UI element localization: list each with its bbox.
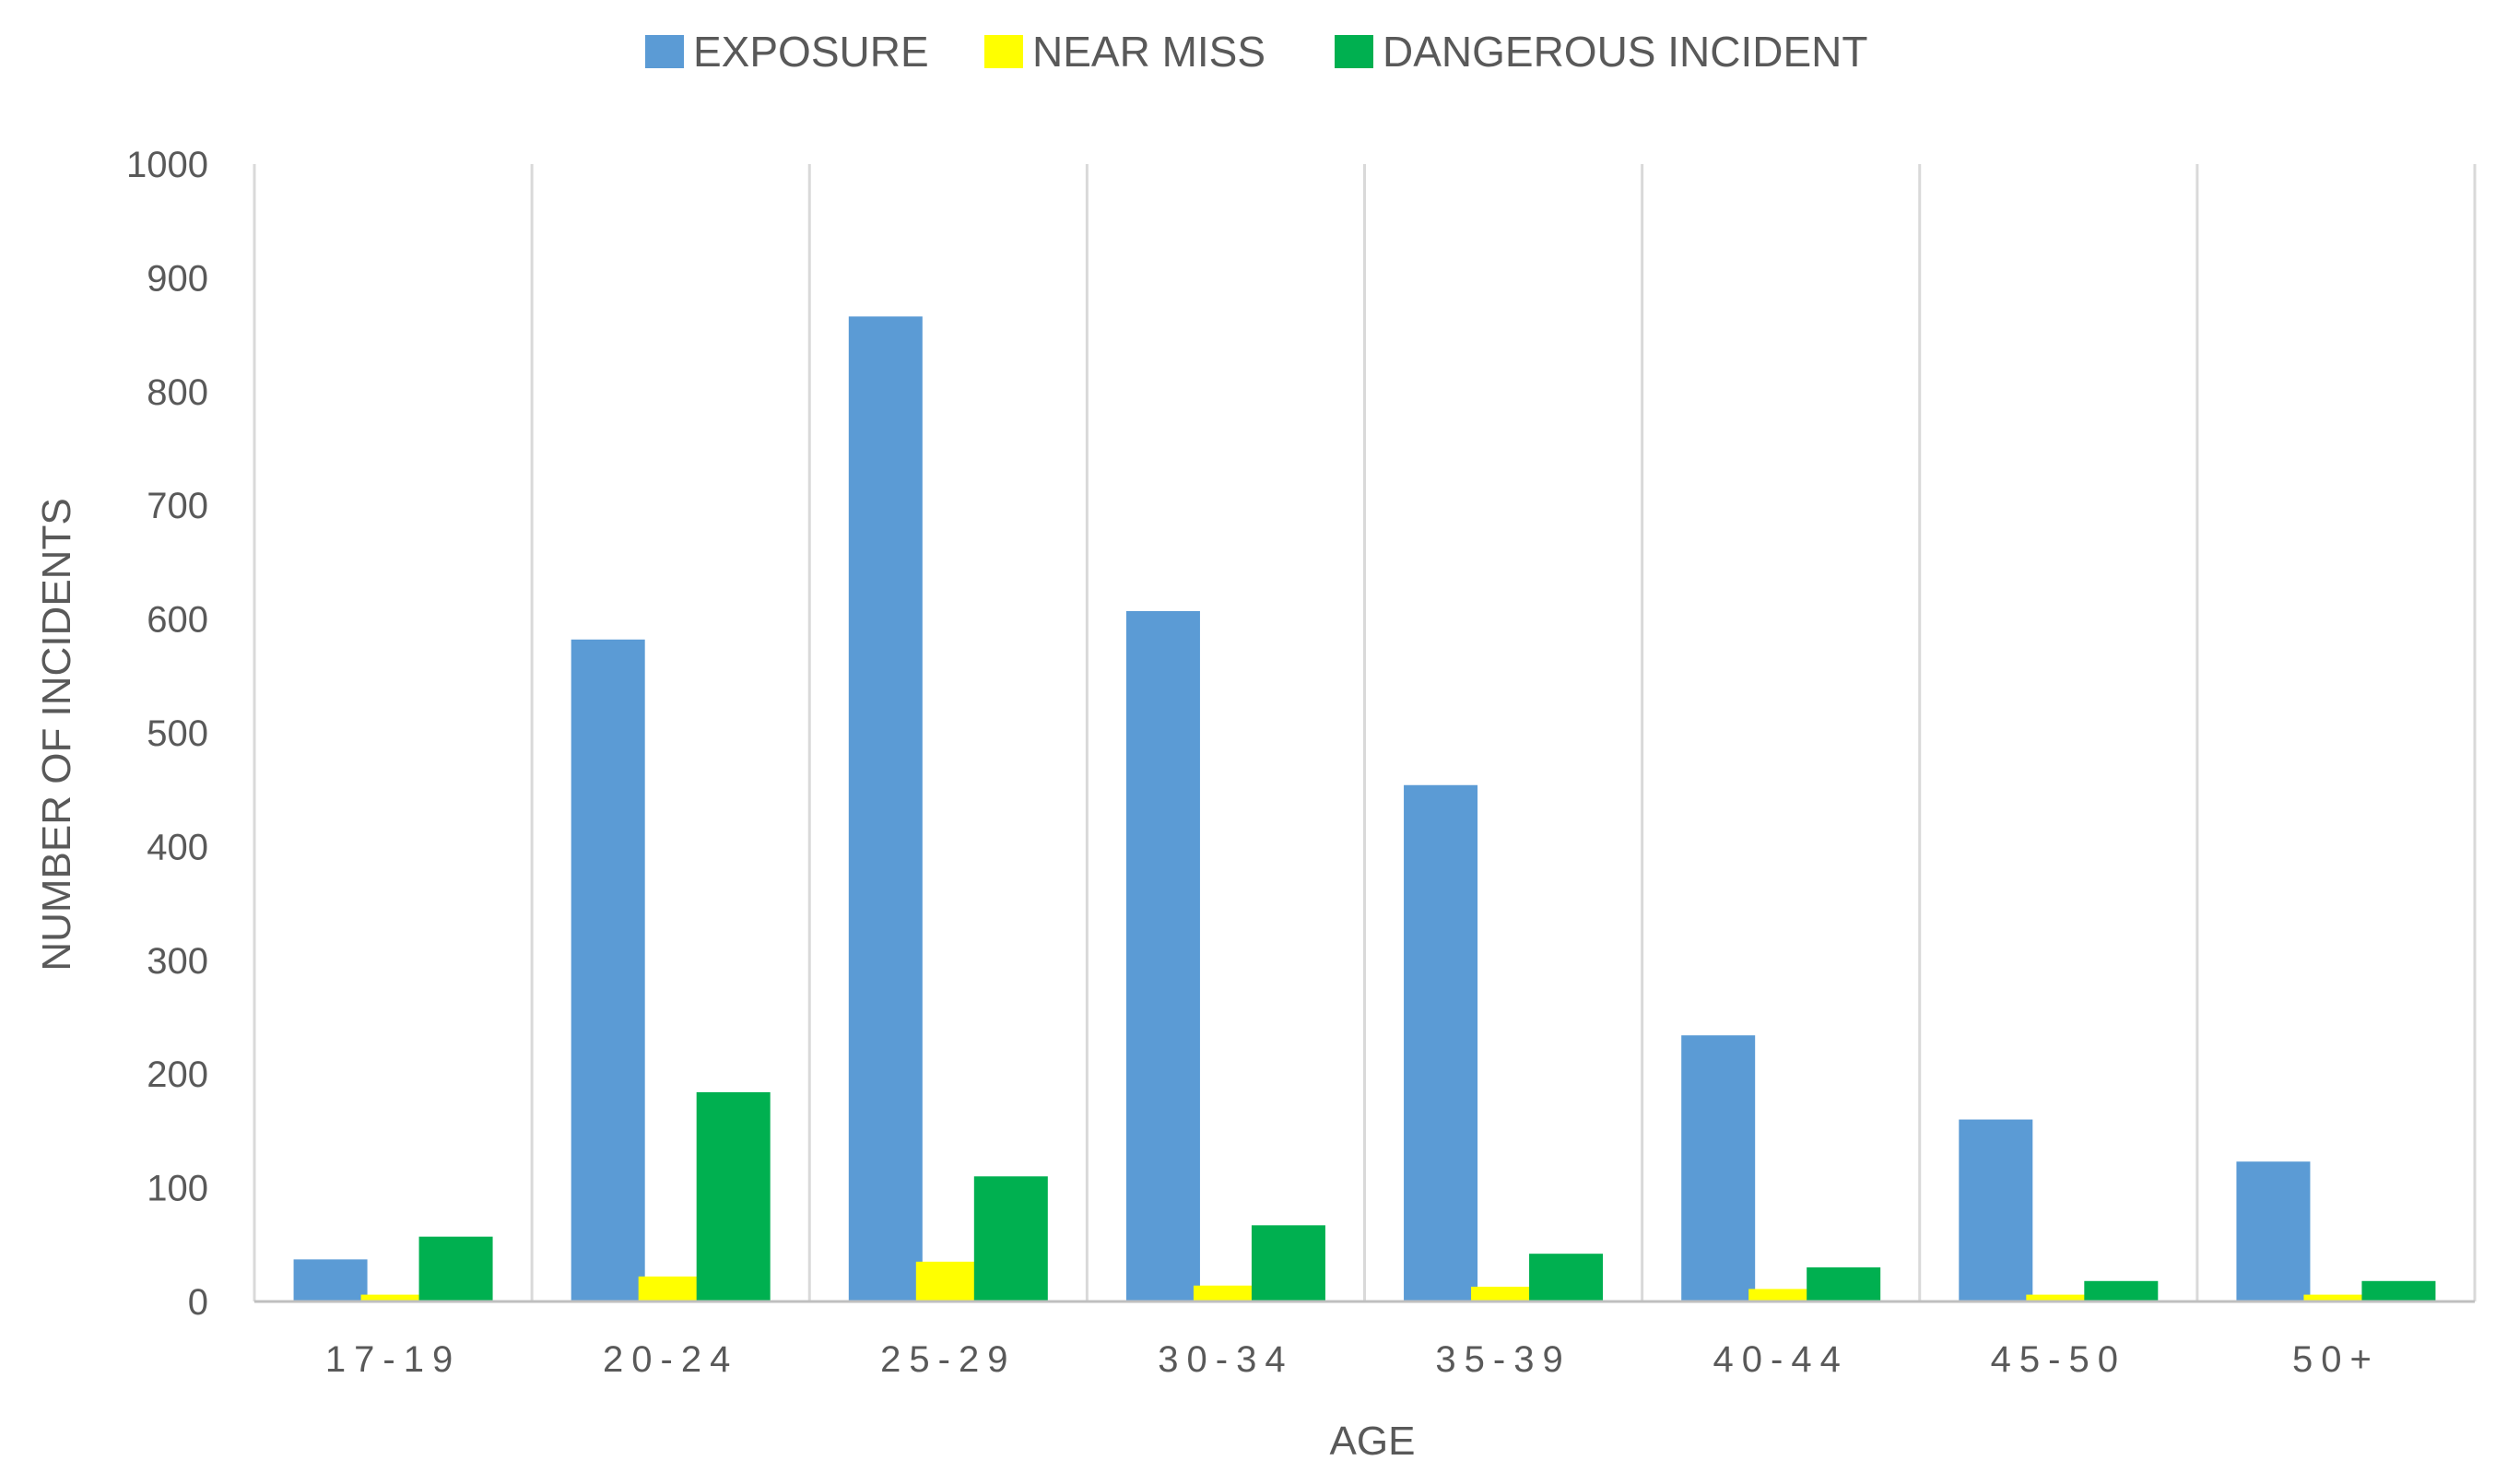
y-tick-label: 800 (147, 372, 208, 413)
bar-near-miss (360, 1294, 426, 1301)
y-tick-label: 500 (147, 713, 208, 754)
legend-swatch (645, 35, 684, 68)
legend-label: NEAR MISS (1032, 28, 1265, 76)
bar-near-miss (2303, 1294, 2369, 1301)
y-tick-label: 400 (147, 827, 208, 867)
bar-dangerous-incident (2361, 1280, 2436, 1301)
y-tick-label: 900 (147, 258, 208, 299)
bar-dangerous-incident (1251, 1225, 1325, 1301)
x-tick-label: 50+ (2292, 1339, 2380, 1380)
bar-exposure (848, 316, 923, 1302)
x-axis-title: AGE (1330, 1419, 1416, 1464)
bar-exposure (1125, 610, 1200, 1301)
y-axis-ticks: 0 100 200 300 400 500 600 700 800 900 1000 (126, 145, 208, 1323)
bar-near-miss (915, 1261, 981, 1301)
bar-near-miss (1193, 1285, 1258, 1301)
y-tick-label: 600 (147, 600, 208, 641)
legend-label: EXPOSURE (693, 28, 929, 76)
y-tick-label: 100 (147, 1169, 208, 1209)
y-tick-label: 300 (147, 941, 208, 982)
bar-dangerous-incident (1529, 1254, 1604, 1301)
x-tick-label: 35-39 (1435, 1339, 1571, 1380)
bar-dangerous-incident (2084, 1280, 2159, 1301)
bar-near-miss (1748, 1289, 1814, 1301)
bar-exposure (2236, 1161, 2311, 1301)
category-separators (253, 164, 2477, 1301)
legend-swatch (1335, 35, 1373, 68)
x-tick-label: 25-29 (880, 1339, 1016, 1380)
bar-near-miss (638, 1276, 703, 1301)
legend-label: DANGEROUS INCIDENT (1383, 28, 1867, 76)
bar-near-miss (2026, 1294, 2091, 1301)
x-tick-label: 40-44 (1713, 1339, 1849, 1380)
y-tick-label: 1000 (126, 145, 208, 185)
bar-exposure (1404, 784, 1478, 1301)
bar-dangerous-incident (418, 1236, 493, 1301)
bar-dangerous-incident (973, 1176, 1048, 1301)
legend: EXPOSURE NEAR MISS DANGEROUS INCIDENT (645, 28, 1867, 76)
bar-exposure (293, 1259, 368, 1301)
x-tick-label: 20-24 (603, 1339, 738, 1380)
legend-swatch (984, 35, 1023, 68)
bar-dangerous-incident (696, 1091, 771, 1301)
bar-near-miss (1471, 1286, 1536, 1301)
y-tick-label: 700 (147, 486, 208, 526)
y-axis-title: NUMBER OF INCIDENTS (34, 498, 79, 971)
x-axis-ticks: 17-19 20-24 25-29 30-34 35-39 40-44 45-50 50+ (325, 1339, 2380, 1380)
bar-exposure (1959, 1119, 2033, 1301)
y-tick-label: 200 (147, 1054, 208, 1095)
bars (293, 316, 2436, 1302)
bar-exposure (1681, 1035, 1756, 1301)
x-tick-label: 45-50 (1991, 1339, 2126, 1380)
bar-exposure (571, 639, 645, 1301)
y-tick-label: 0 (188, 1282, 208, 1323)
bar-dangerous-incident (1807, 1266, 1881, 1301)
x-tick-label: 30-34 (1158, 1339, 1293, 1380)
x-tick-label: 17-19 (325, 1339, 461, 1380)
